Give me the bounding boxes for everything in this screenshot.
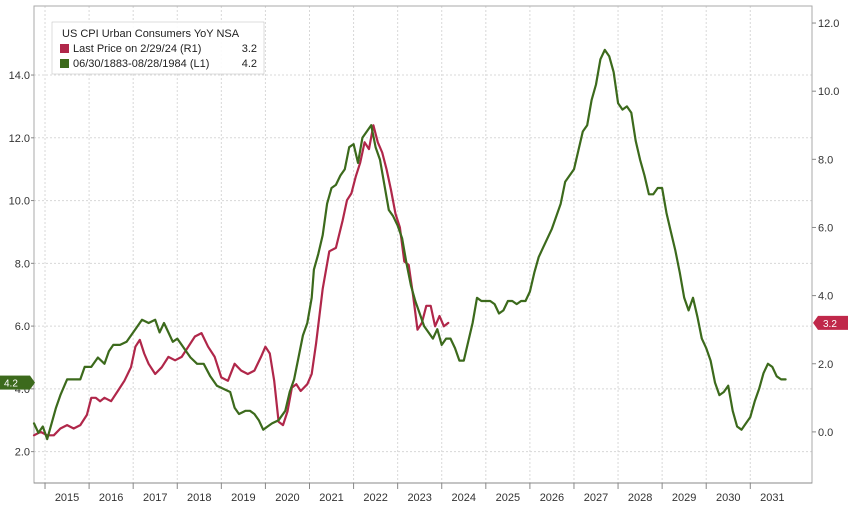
y-right-tick-label: 10.0 xyxy=(818,86,839,98)
legend-label-red: Last Price on 2/29/24 (R1) xyxy=(73,43,201,55)
value-badge-left-pointer xyxy=(30,375,35,390)
x-tick-label: 2018 xyxy=(187,492,211,504)
grid-lines xyxy=(34,6,812,483)
y-right-tick-label: 0.0 xyxy=(818,427,833,439)
x-tick-label: 2023 xyxy=(407,492,431,504)
y-right-tick-label: 12.0 xyxy=(818,18,839,30)
legend-swatch-red xyxy=(60,44,69,53)
legend-title: US CPI Urban Consumers YoY NSA xyxy=(62,28,240,40)
x-tick-label: 2017 xyxy=(143,492,167,504)
x-tick-label: 2030 xyxy=(716,492,740,504)
series-line-1883-1984 xyxy=(32,48,787,441)
series-layer xyxy=(32,48,787,441)
y-left-tick-label: 6.0 xyxy=(15,321,30,333)
legend-value-green: 4.2 xyxy=(242,58,257,70)
x-tick-label: 2019 xyxy=(231,492,255,504)
series-line-last-price xyxy=(32,124,450,437)
y-left-tick-label: 14.0 xyxy=(9,70,30,82)
x-tick-label: 2015 xyxy=(55,492,79,504)
x-axis: 2015 2016 2017 2018 2019 2020 2021 2022 2023 2024… xyxy=(34,482,812,504)
y-right-tick-label: 8.0 xyxy=(818,154,833,166)
value-badges: 4.2 3.2 xyxy=(0,315,848,390)
x-tick-label: 2029 xyxy=(672,492,696,504)
legend-swatch-green xyxy=(60,59,69,68)
x-tick-label: 2027 xyxy=(584,492,608,504)
x-tick-label: 2031 xyxy=(760,492,784,504)
value-badge-left xyxy=(0,375,30,390)
x-tick-label: 2020 xyxy=(275,492,299,504)
x-tick-label: 2025 xyxy=(496,492,520,504)
y-right-tick-label: 4.0 xyxy=(818,291,833,303)
x-tick-label: 2024 xyxy=(452,492,476,504)
legend-label-green: 06/30/1883-08/28/1984 (L1) xyxy=(73,58,209,70)
y-axis-right: 0.0 2.0 4.0 6.0 8.0 10.0 12.0 xyxy=(812,18,839,439)
legend: US CPI Urban Consumers YoY NSA Last Pric… xyxy=(51,21,265,75)
y-left-tick-label: 12.0 xyxy=(9,133,30,145)
value-badge-right-label: 3.2 xyxy=(823,319,837,330)
y-axis-left: 2.04.06.08.010.012.014.0 xyxy=(9,70,34,459)
value-badge-left-label: 4.2 xyxy=(4,379,18,390)
y-right-tick-label: 2.0 xyxy=(818,359,833,371)
legend-value-red: 3.2 xyxy=(242,43,257,55)
x-tick-label: 2028 xyxy=(628,492,652,504)
x-tick-label: 2016 xyxy=(99,492,123,504)
value-badge-right xyxy=(818,315,848,330)
x-tick-label: 2021 xyxy=(319,492,343,504)
x-tick-label: 2022 xyxy=(363,492,387,504)
y-left-tick-label: 10.0 xyxy=(9,196,30,208)
legend-box xyxy=(51,21,265,75)
x-tick-label: 2026 xyxy=(540,492,564,504)
y-left-tick-label: 2.0 xyxy=(15,447,30,459)
y-right-tick-label: 6.0 xyxy=(818,222,833,234)
y-left-tick-label: 8.0 xyxy=(15,258,30,270)
value-badge-right-pointer xyxy=(813,315,818,330)
